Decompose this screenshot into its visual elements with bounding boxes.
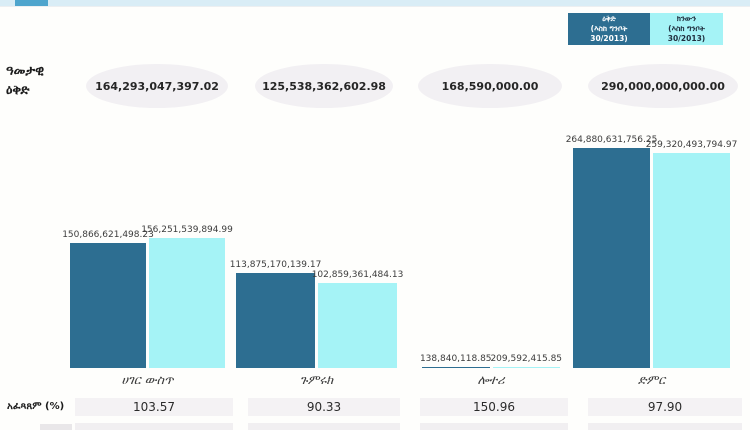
plan-bar-1[interactable] xyxy=(236,273,315,368)
top-tab-strip xyxy=(0,0,750,7)
performance-value-3: 97.90 xyxy=(588,398,742,416)
annual-plan-value-3: 290,000,000,000.00 xyxy=(588,64,738,108)
actual-bar-value-3: 259,320,493,794.97 xyxy=(645,139,738,150)
bar-slot: 264,880,631,756.25 xyxy=(566,135,657,368)
annual-plan-row-label: ዓመታዊ ዕቅድ xyxy=(6,64,45,98)
bar-slot: 113,875,170,139.17 xyxy=(230,148,321,368)
bar-slot: 209,592,415.85 xyxy=(490,148,563,368)
performance-value-0: 103.57 xyxy=(75,398,233,416)
bar-slot: 102,859,361,484.13 xyxy=(312,148,403,368)
bar-group-1: 113,875,170,139.17 102,859,361,484.13 xyxy=(230,148,403,368)
bar-chart: 150,866,621,498.23 156,251,539,894.99 113,… xyxy=(0,135,750,368)
bar-slot: 150,866,621,498.23 xyxy=(62,148,154,368)
actual-bar-2[interactable] xyxy=(492,367,560,368)
legend-plan-chip[interactable]: ዕቅድ (እስከ ግንቦት 30/2013) xyxy=(568,13,650,45)
cutoff-cell-0 xyxy=(75,423,233,430)
bar-slot: 259,320,493,794.97 xyxy=(646,140,737,368)
annual-plan-value-2: 168,590,000.00 xyxy=(418,64,562,108)
category-label-1: ጉምሩክ xyxy=(299,372,334,387)
cutoff-row-label-stub xyxy=(40,424,72,430)
bar-group-3: 264,880,631,756.25 259,320,493,794.97 xyxy=(566,135,737,368)
annual-plan-value-0: 164,293,047,397.02 xyxy=(86,64,228,108)
category-label-0: ሀገር ውስጥ xyxy=(121,372,174,387)
plan-bar-2[interactable] xyxy=(422,367,490,368)
active-tab-indicator[interactable] xyxy=(15,0,48,6)
legend-actual-chip[interactable]: ክንውን (እስከ ግንቦት 30/2013) xyxy=(650,13,723,45)
annual-plan-value-1: 125,538,362,602.98 xyxy=(255,64,393,108)
plan-bar-value-0: 150,866,621,498.23 xyxy=(62,229,154,240)
performance-row-label: አፈጻጸም (%) xyxy=(7,401,65,412)
performance-value-2: 150.96 xyxy=(420,398,568,416)
actual-bar-value-1: 102,859,361,484.13 xyxy=(311,269,404,280)
cutoff-cell-2 xyxy=(420,423,568,430)
bar-slot: 156,251,539,894.99 xyxy=(141,148,233,368)
bar-slot: 138,840,118.85 xyxy=(419,148,492,368)
plan-bar-value-1: 113,875,170,139.17 xyxy=(229,260,322,271)
category-label-2: ሎተሪ xyxy=(477,372,505,387)
performance-value-1: 90.33 xyxy=(248,398,400,416)
cutoff-cell-3 xyxy=(588,423,742,430)
actual-bar-value-0: 156,251,539,894.99 xyxy=(141,225,233,236)
actual-bar-value-2: 209,592,415.85 xyxy=(490,354,563,364)
cutoff-cell-1 xyxy=(248,423,400,430)
plan-bar-0[interactable] xyxy=(70,242,146,368)
plan-bar-value-2: 138,840,118.85 xyxy=(419,354,492,364)
plan-bar-3[interactable] xyxy=(573,148,650,368)
actual-bar-0[interactable] xyxy=(149,238,225,368)
actual-bar-1[interactable] xyxy=(318,282,397,368)
actual-bar-3[interactable] xyxy=(653,152,730,368)
bar-group-0: 150,866,621,498.23 156,251,539,894.99 xyxy=(62,148,233,368)
bar-group-2: 138,840,118.85 209,592,415.85 xyxy=(419,148,563,368)
category-label-3: ድምር xyxy=(637,372,666,387)
plan-bar-value-3: 264,880,631,756.25 xyxy=(565,135,658,145)
